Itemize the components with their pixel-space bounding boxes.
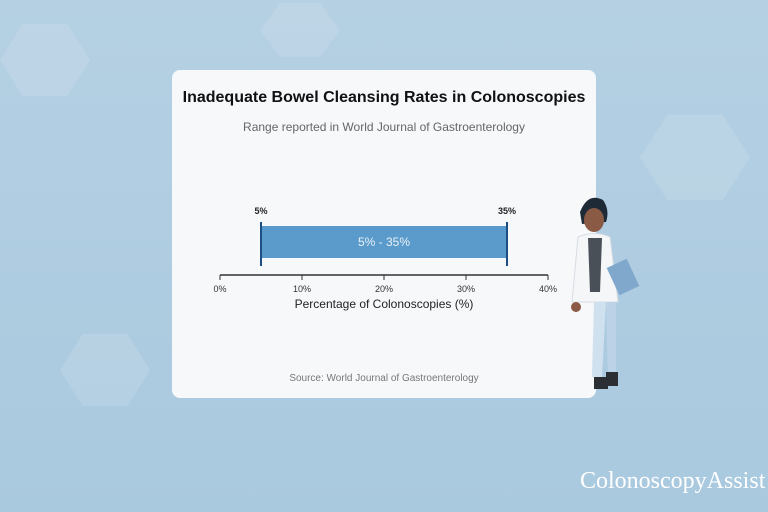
chart-subtitle: Range reported in World Journal of Gastr… bbox=[243, 120, 525, 134]
x-axis-label: Percentage of Colonoscopies (%) bbox=[295, 297, 474, 311]
x-tick-label: 40% bbox=[539, 284, 557, 294]
background-hexagon bbox=[0, 24, 90, 96]
x-tick-label: 0% bbox=[213, 284, 226, 294]
bar-label: 5% - 35% bbox=[358, 235, 410, 249]
low-label: 5% bbox=[254, 206, 267, 216]
brand-logo: ColonoscopyAssist bbox=[580, 468, 766, 494]
background-hexagon bbox=[260, 3, 340, 57]
high-label: 35% bbox=[498, 206, 516, 216]
chart-source: Source: World Journal of Gastroenterolog… bbox=[289, 373, 479, 384]
chart-title: Inadequate Bowel Cleansing Rates in Colo… bbox=[182, 89, 586, 106]
doctor-illustration bbox=[571, 197, 640, 389]
x-tick-label: 30% bbox=[457, 284, 475, 294]
x-tick-label: 20% bbox=[375, 284, 393, 294]
range-bar bbox=[261, 226, 507, 258]
x-tick-label: 10% bbox=[293, 284, 311, 294]
background-hexagon bbox=[60, 334, 150, 406]
